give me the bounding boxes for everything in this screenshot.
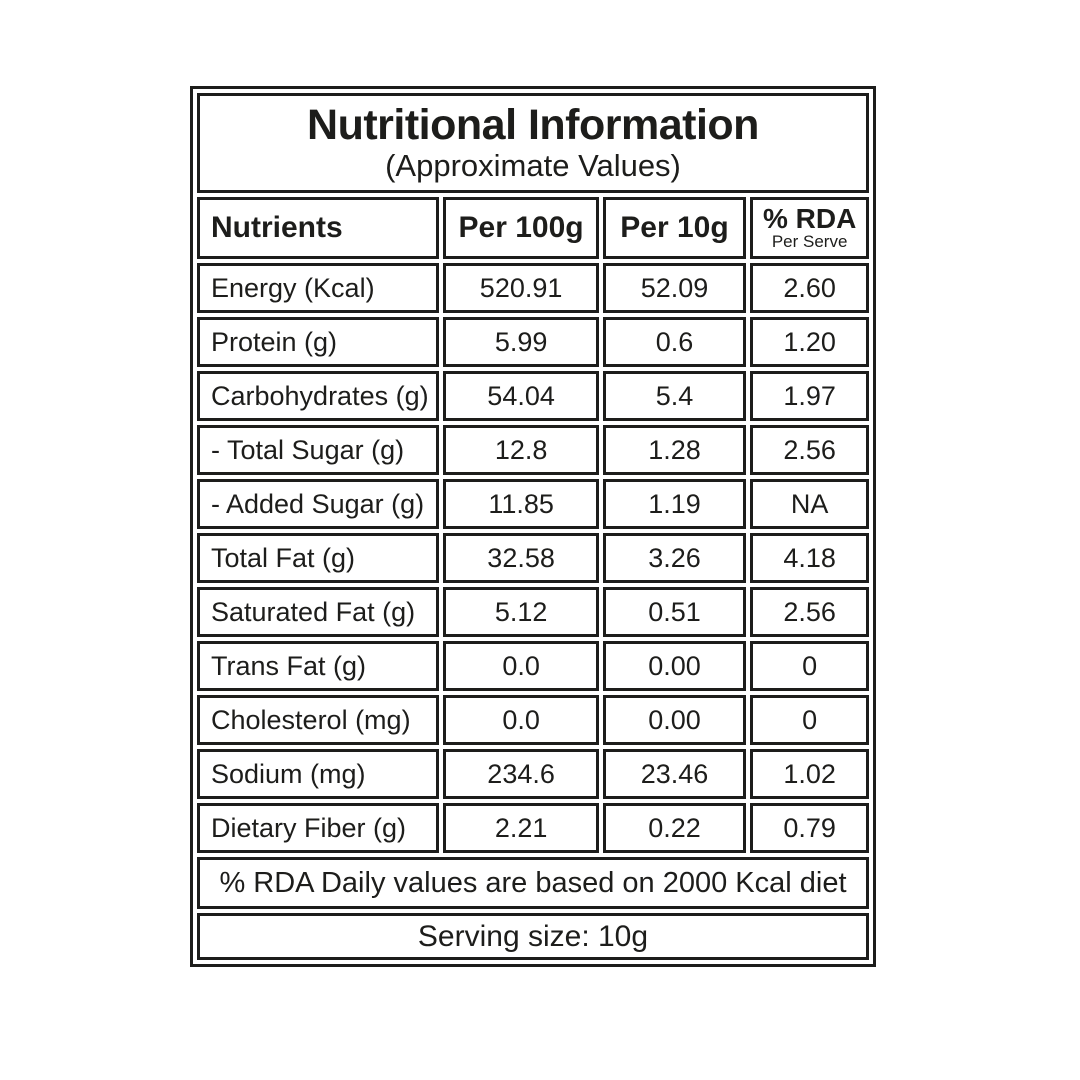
value-per-100g: 32.58 — [443, 533, 599, 583]
header-per-10g: Per 10g — [602, 197, 747, 259]
value-rda: NA — [750, 479, 869, 529]
table-header-row: Nutrients Per 100g Per 10g % RDA Per Ser… — [197, 197, 869, 259]
value-per-100g: 5.12 — [443, 587, 599, 637]
value-per-100g: 54.04 — [443, 371, 599, 421]
nutrient-name: Protein (g) — [197, 317, 440, 367]
value-rda: 1.02 — [750, 749, 869, 799]
table-row-total-fat: Total Fat (g) 32.58 3.26 4.18 — [197, 533, 869, 583]
header-rda-title: % RDA — [762, 202, 857, 234]
value-per-100g: 234.6 — [443, 749, 599, 799]
serving-size: Serving size: 10g — [197, 913, 869, 960]
value-per-100g: 520.91 — [443, 263, 599, 313]
table-row-dietary-fiber: Dietary Fiber (g) 2.21 0.22 0.79 — [197, 803, 869, 853]
value-rda: 1.97 — [750, 371, 869, 421]
value-per-10g: 0.00 — [602, 695, 747, 745]
value-per-10g: 0.51 — [602, 587, 747, 637]
value-per-10g: 3.26 — [602, 533, 747, 583]
value-rda: 0 — [750, 695, 869, 745]
header-per-100g: Per 100g — [443, 197, 599, 259]
value-per-10g: 23.46 — [602, 749, 747, 799]
table-row-protein: Protein (g) 5.99 0.6 1.20 — [197, 317, 869, 367]
value-per-10g: 0.00 — [602, 641, 747, 691]
nutrient-name: Dietary Fiber (g) — [197, 803, 440, 853]
nutrient-name: Saturated Fat (g) — [197, 587, 440, 637]
value-per-10g: 1.28 — [602, 425, 747, 475]
value-per-100g: 2.21 — [443, 803, 599, 853]
value-rda: 4.18 — [750, 533, 869, 583]
nutrient-name: - Total Sugar (g) — [197, 425, 440, 475]
label-header: Nutritional Information (Approximate Val… — [197, 93, 869, 193]
label-title: Nutritional Information — [307, 101, 759, 150]
header-rda-subtitle: Per Serve — [771, 231, 848, 251]
value-per-100g: 11.85 — [443, 479, 599, 529]
value-per-10g: 52.09 — [602, 263, 747, 313]
value-rda: 1.20 — [750, 317, 869, 367]
label-subtitle: (Approximate Values) — [385, 147, 681, 183]
table-row-cholesterol: Cholesterol (mg) 0.0 0.00 0 — [197, 695, 869, 745]
value-rda: 0 — [750, 641, 869, 691]
nutrient-name: Cholesterol (mg) — [197, 695, 440, 745]
value-per-100g: 12.8 — [443, 425, 599, 475]
table-row-total-sugar: - Total Sugar (g) 12.8 1.28 2.56 — [197, 425, 869, 475]
nutrient-name: - Added Sugar (g) — [197, 479, 440, 529]
rda-note: % RDA Daily values are based on 2000 Kca… — [197, 857, 869, 909]
header-rda: % RDA Per Serve — [750, 197, 869, 259]
table-row-energy: Energy (Kcal) 520.91 52.09 2.60 — [197, 263, 869, 313]
nutrient-name: Carbohydrates (g) — [197, 371, 440, 421]
table-row-trans-fat: Trans Fat (g) 0.0 0.00 0 — [197, 641, 869, 691]
value-rda: 2.60 — [750, 263, 869, 313]
value-rda: 0.79 — [750, 803, 869, 853]
table-row-sodium: Sodium (mg) 234.6 23.46 1.02 — [197, 749, 869, 799]
nutrient-name: Sodium (mg) — [197, 749, 440, 799]
table-row-carbohydrates: Carbohydrates (g) 54.04 5.4 1.97 — [197, 371, 869, 421]
value-rda: 2.56 — [750, 587, 869, 637]
value-per-10g: 0.22 — [602, 803, 747, 853]
value-per-100g: 0.0 — [443, 695, 599, 745]
table-row-added-sugar: - Added Sugar (g) 11.85 1.19 NA — [197, 479, 869, 529]
nutrient-name: Energy (Kcal) — [197, 263, 440, 313]
value-per-10g: 5.4 — [602, 371, 747, 421]
value-per-10g: 1.19 — [602, 479, 747, 529]
nutrient-name: Trans Fat (g) — [197, 641, 440, 691]
table-row-saturated-fat: Saturated Fat (g) 5.12 0.51 2.56 — [197, 587, 869, 637]
value-per-100g: 0.0 — [443, 641, 599, 691]
value-rda: 2.56 — [750, 425, 869, 475]
nutrient-name: Total Fat (g) — [197, 533, 440, 583]
value-per-100g: 5.99 — [443, 317, 599, 367]
header-nutrients: Nutrients — [197, 197, 440, 259]
nutrition-label: Nutritional Information (Approximate Val… — [190, 86, 876, 967]
value-per-10g: 0.6 — [602, 317, 747, 367]
